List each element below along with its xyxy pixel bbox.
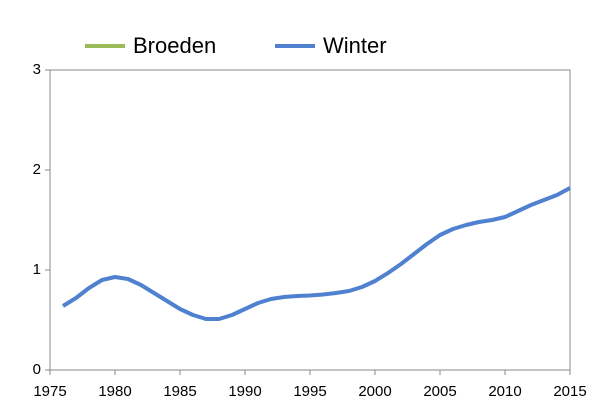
series-line bbox=[61, 186, 571, 321]
y-tick-label: 3 bbox=[33, 61, 41, 78]
x-tick-label: 2015 bbox=[553, 383, 586, 400]
y-tick-label: 1 bbox=[33, 261, 41, 278]
legend-label: Broeden bbox=[133, 33, 216, 58]
x-tick-label: 2005 bbox=[423, 383, 456, 400]
x-tick-label: 1975 bbox=[33, 383, 66, 400]
y-tick-label: 0 bbox=[33, 361, 41, 378]
y-tick-label: 2 bbox=[33, 161, 41, 178]
legend-label: Winter bbox=[323, 33, 387, 58]
x-tick-label: 1980 bbox=[98, 383, 131, 400]
x-tick-label: 2000 bbox=[358, 383, 391, 400]
x-tick-label: 1990 bbox=[228, 383, 261, 400]
x-tick-label: 1985 bbox=[163, 383, 196, 400]
x-tick-label: 1995 bbox=[293, 383, 326, 400]
x-tick-label: 2010 bbox=[488, 383, 521, 400]
